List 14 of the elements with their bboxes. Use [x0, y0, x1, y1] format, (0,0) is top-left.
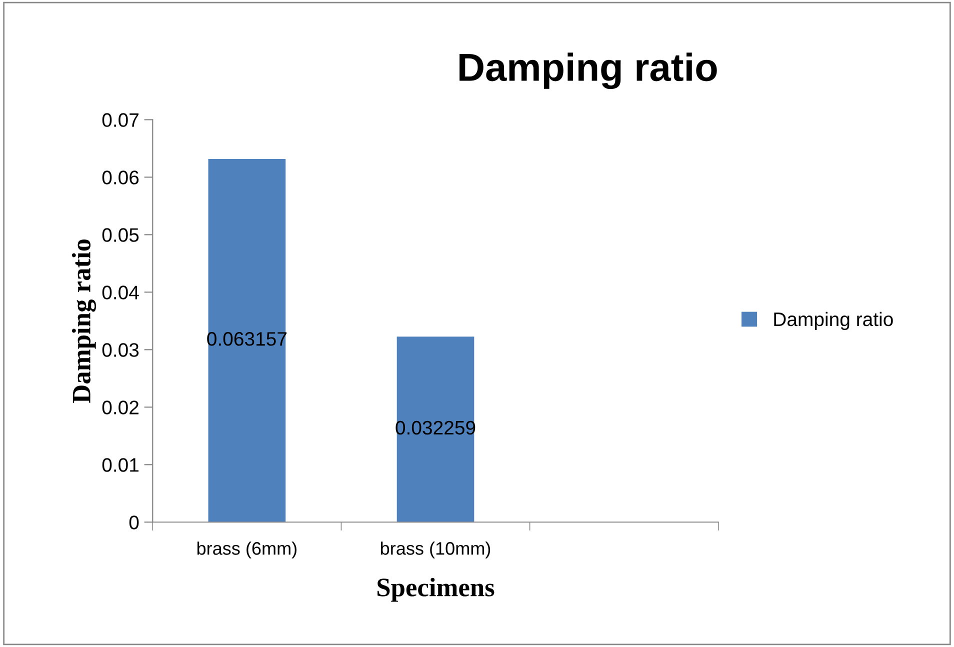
- y-tick-label: 0.01: [102, 458, 138, 472]
- y-tick-label: 0.04: [102, 286, 139, 300]
- x-tick-label: brass (6mm): [197, 542, 296, 558]
- x-axis-title: Specimens: [378, 578, 494, 602]
- x-tick-label: brass (10mm): [380, 542, 490, 558]
- y-tick-label: 0.05: [102, 228, 139, 242]
- y-tick-label: 0.02: [102, 400, 138, 414]
- y-tick-label: 0.03: [102, 343, 139, 357]
- y-axis-title: Damping ratio: [72, 239, 96, 403]
- y-tick-label: 0.07: [102, 113, 138, 127]
- y-tick-label: 0: [129, 516, 139, 530]
- y-tick-label: 0.06: [102, 170, 139, 184]
- legend-label: Damping ratio: [774, 312, 893, 330]
- chart-title: Damping ratio: [460, 52, 717, 90]
